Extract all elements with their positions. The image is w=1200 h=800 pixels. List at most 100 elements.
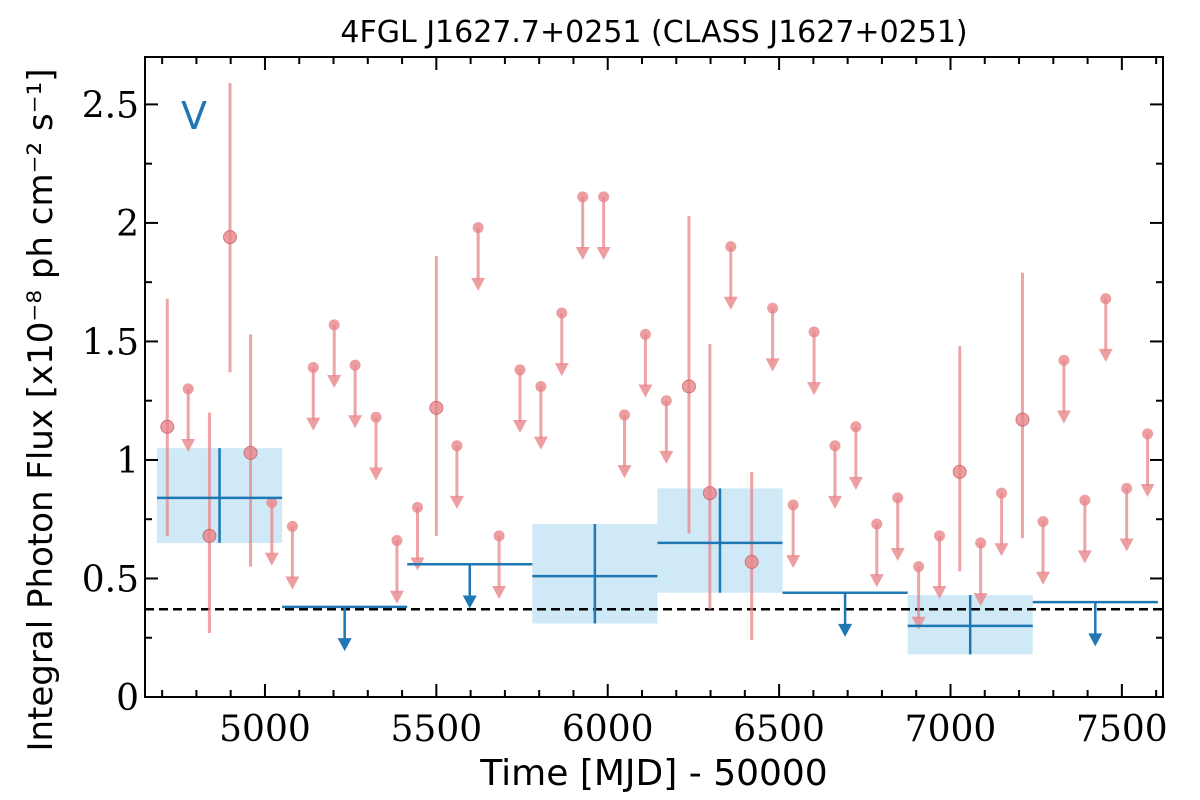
y-axis-label: Integral Photon Flux [x10⁻⁸ ph cm⁻² s⁻¹]: [21, 68, 61, 751]
monthly-upper-limit-cap: [808, 326, 820, 338]
monthly-upper-limit-arrow: [596, 247, 611, 260]
monthly-upper-limit-cap: [1037, 516, 1049, 528]
monthly-upper-limit-arrow: [575, 247, 590, 260]
monthly-upper-limit-cap: [850, 421, 862, 433]
monthly-upper-limit-cap: [996, 487, 1008, 499]
monthly-upper-limit-cap: [598, 191, 610, 203]
monthly-upper-limit-cap: [493, 530, 505, 542]
monthly-upper-limit-arrow: [890, 548, 905, 562]
monthly-upper-limit-cap: [1058, 354, 1070, 366]
plot-frame: [144, 56, 1164, 698]
monthly-upper-limit-arrow: [369, 467, 384, 481]
yearly-upper-limit-arrow: [462, 595, 477, 609]
monthly-upper-limit-cap: [1079, 494, 1091, 506]
monthly-upper-limit-cap: [767, 302, 779, 314]
monthly-upper-limit-arrow: [765, 358, 780, 372]
monthly-upper-limit-arrow: [994, 543, 1009, 557]
monthly-upper-limit-cap: [934, 530, 946, 542]
monthly-upper-limit-arrow: [512, 420, 527, 434]
monthly-upper-limit-cap: [1100, 293, 1112, 305]
monthly-upper-limit-cap: [266, 497, 278, 509]
monthly-series: [160, 83, 1155, 641]
monthly-upper-limit-arrow: [848, 476, 863, 490]
monthly-upper-limit-arrow: [807, 382, 822, 396]
y-tick-label: 1: [116, 441, 139, 482]
monthly-data-point: [160, 419, 175, 434]
monthly-upper-limit-cap: [892, 492, 904, 504]
monthly-upper-limit-arrow: [659, 450, 674, 464]
monthly-upper-limit-cap: [370, 411, 382, 423]
monthly-upper-limit-arrow: [471, 277, 486, 291]
monthly-upper-limit-cap: [472, 222, 484, 234]
y-tick-label: 2.5: [82, 85, 139, 126]
monthly-upper-limit-cap: [787, 499, 799, 511]
monthly-upper-limit-arrow: [911, 616, 926, 630]
monthly-upper-limit-cap: [975, 537, 987, 549]
monthly-data-point: [744, 554, 759, 569]
monthly-data-point: [702, 486, 717, 501]
monthly-upper-limit-arrow: [181, 439, 196, 452]
monthly-upper-limit-arrow: [1140, 484, 1155, 498]
monthly-upper-limit-cap: [829, 440, 841, 452]
monthly-data-point: [681, 379, 696, 394]
panel-label: V: [181, 94, 207, 138]
monthly-upper-limit-arrow: [492, 585, 507, 599]
monthly-upper-limit-cap: [328, 319, 340, 331]
monthly-upper-limit-arrow: [869, 574, 884, 588]
monthly-upper-limit-arrow: [617, 465, 632, 479]
monthly-upper-limit-arrow: [264, 552, 279, 566]
monthly-upper-limit-cap: [514, 364, 526, 376]
monthly-upper-limit-cap: [660, 395, 672, 407]
x-axis-label: Time [MJD] - 50000: [479, 753, 827, 794]
monthly-upper-limit-arrow: [1077, 550, 1092, 564]
monthly-upper-limit-cap: [391, 535, 403, 547]
monthly-upper-limit-arrow: [638, 384, 653, 398]
x-tick-labels: 5000 5500 6000 6500 7000 7500: [219, 709, 1168, 750]
y-tick-label: 0.5: [82, 559, 139, 600]
monthly-upper-limit-arrow: [932, 585, 947, 599]
monthly-upper-limit-arrow: [1119, 538, 1134, 552]
monthly-upper-limit-cap: [577, 191, 589, 203]
monthly-upper-limit-cap: [913, 561, 925, 573]
monthly-upper-limit-cap: [349, 359, 361, 371]
monthly-upper-limit-cap: [871, 518, 883, 530]
monthly-upper-limit-cap: [451, 440, 463, 452]
yearly-upper-limit-arrow: [1088, 633, 1103, 647]
monthly-upper-limit-arrow: [533, 436, 548, 450]
x-tick-label: 6000: [562, 709, 654, 750]
monthly-upper-limit-cap: [307, 362, 319, 374]
monthly-upper-limit-cap: [725, 241, 737, 253]
monthly-upper-limit-arrow: [306, 417, 321, 431]
monthly-upper-limit-arrow: [827, 495, 842, 509]
monthly-upper-limit-arrow: [1098, 348, 1113, 362]
monthly-upper-limit-cap: [639, 328, 651, 340]
monthly-upper-limit-arrow: [327, 375, 342, 388]
yearly-upper-limit-arrow: [838, 623, 853, 637]
x-tick-label: 7000: [905, 709, 997, 750]
monthly-upper-limit-cap: [182, 383, 194, 395]
monthly-upper-limit-arrow: [1036, 571, 1051, 585]
yearly-upper-limit-arrow: [337, 638, 352, 652]
monthly-upper-limit-arrow: [973, 593, 988, 607]
monthly-data-point: [952, 464, 967, 479]
monthly-upper-limit-arrow: [786, 555, 801, 569]
x-tick-label: 5500: [391, 709, 483, 750]
monthly-upper-limit-arrow: [449, 495, 464, 509]
axis-ticks: [145, 57, 1163, 698]
monthly-upper-limit-arrow: [285, 576, 300, 590]
y-tick-label: 0: [116, 678, 139, 719]
monthly-data-point: [243, 445, 258, 460]
monthly-upper-limit-arrow: [554, 363, 569, 377]
monthly-upper-limit-cap: [1121, 482, 1133, 494]
monthly-upper-limit-cap: [286, 520, 298, 532]
monthly-upper-limit-arrow: [389, 590, 404, 604]
monthly-upper-limit-cap: [619, 409, 631, 421]
monthly-upper-limit-cap: [556, 307, 568, 319]
monthly-upper-limit-cap: [1142, 428, 1154, 440]
y-tick-labels: 0 0.5 1 1.5 2 2.5: [82, 85, 139, 719]
monthly-upper-limit-arrow: [1056, 410, 1071, 424]
monthly-upper-limit-arrow: [348, 415, 363, 429]
chart-title: 4FGL J1627.7+0251 (CLASS J1627+0251): [340, 15, 967, 50]
y-tick-label: 2: [116, 204, 139, 245]
